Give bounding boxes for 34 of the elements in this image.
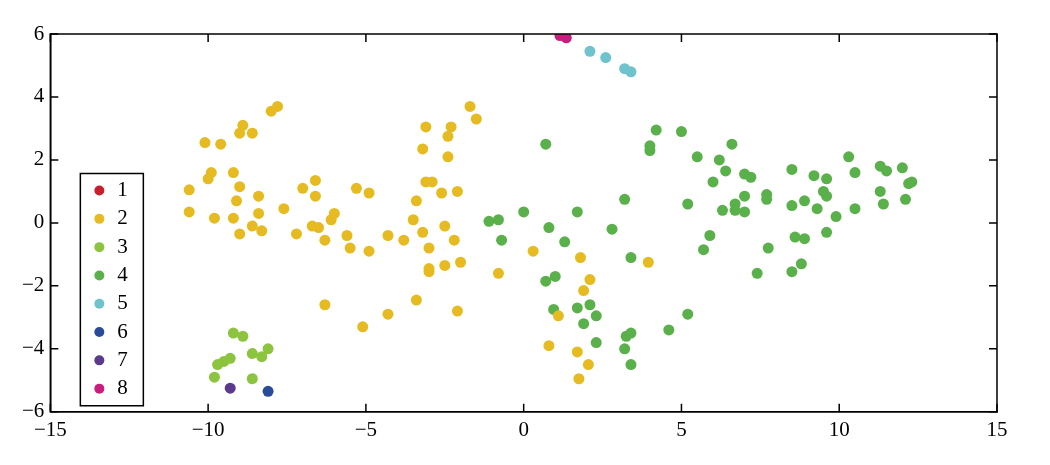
x-tick-label: −10 bbox=[191, 416, 225, 441]
y-tick-label: 2 bbox=[33, 146, 45, 171]
x-tick-label: 10 bbox=[828, 416, 850, 441]
point bbox=[227, 327, 239, 339]
legend-label: 5 bbox=[117, 290, 128, 315]
point bbox=[212, 359, 224, 371]
legend-label: 8 bbox=[117, 375, 128, 400]
point bbox=[208, 371, 220, 383]
legend-label: 4 bbox=[117, 261, 129, 286]
x-tick-label: −5 bbox=[354, 416, 378, 441]
point bbox=[237, 330, 249, 342]
point bbox=[625, 66, 637, 78]
legend-label: 1 bbox=[117, 177, 128, 202]
point bbox=[246, 373, 258, 385]
legend-label: 3 bbox=[117, 233, 128, 258]
y-tick-label: −4 bbox=[22, 335, 45, 360]
point bbox=[246, 348, 258, 360]
legend-label: 2 bbox=[117, 205, 128, 230]
y-tick-label: 4 bbox=[33, 83, 45, 108]
point bbox=[224, 382, 236, 394]
point bbox=[600, 52, 612, 64]
point bbox=[560, 34, 572, 44]
point bbox=[262, 385, 274, 397]
legend-label: 7 bbox=[117, 346, 128, 371]
x-tick-label: 5 bbox=[676, 416, 687, 441]
y-tick-label: −2 bbox=[22, 272, 45, 297]
point bbox=[256, 351, 268, 363]
point bbox=[262, 343, 274, 355]
legend-label: 6 bbox=[117, 318, 128, 343]
point bbox=[584, 45, 596, 57]
y-tick-label: 6 bbox=[33, 20, 45, 45]
x-tick-label: 0 bbox=[518, 416, 529, 441]
y-tick-label: 0 bbox=[33, 209, 45, 234]
x-tick-label: 15 bbox=[986, 416, 1008, 441]
